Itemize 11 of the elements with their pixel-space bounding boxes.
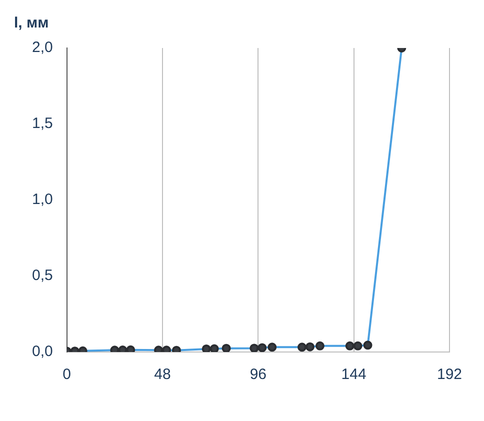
x-tick-label: 144	[341, 366, 366, 384]
y-tick-label: 1,0	[32, 191, 53, 208]
y-tick-label: 0,5	[32, 267, 53, 284]
y-axis-title: l, мм	[14, 14, 49, 32]
x-tick-label: 48	[154, 366, 171, 384]
x-tick-label: 0	[62, 366, 72, 384]
y-tick-label: 2,0	[32, 39, 53, 56]
y-tick-label: 0,0	[32, 343, 53, 360]
y-tick-label: 1,5	[32, 115, 53, 132]
x-tick-label: 192	[436, 366, 462, 384]
x-tick-label: 96	[250, 366, 267, 384]
